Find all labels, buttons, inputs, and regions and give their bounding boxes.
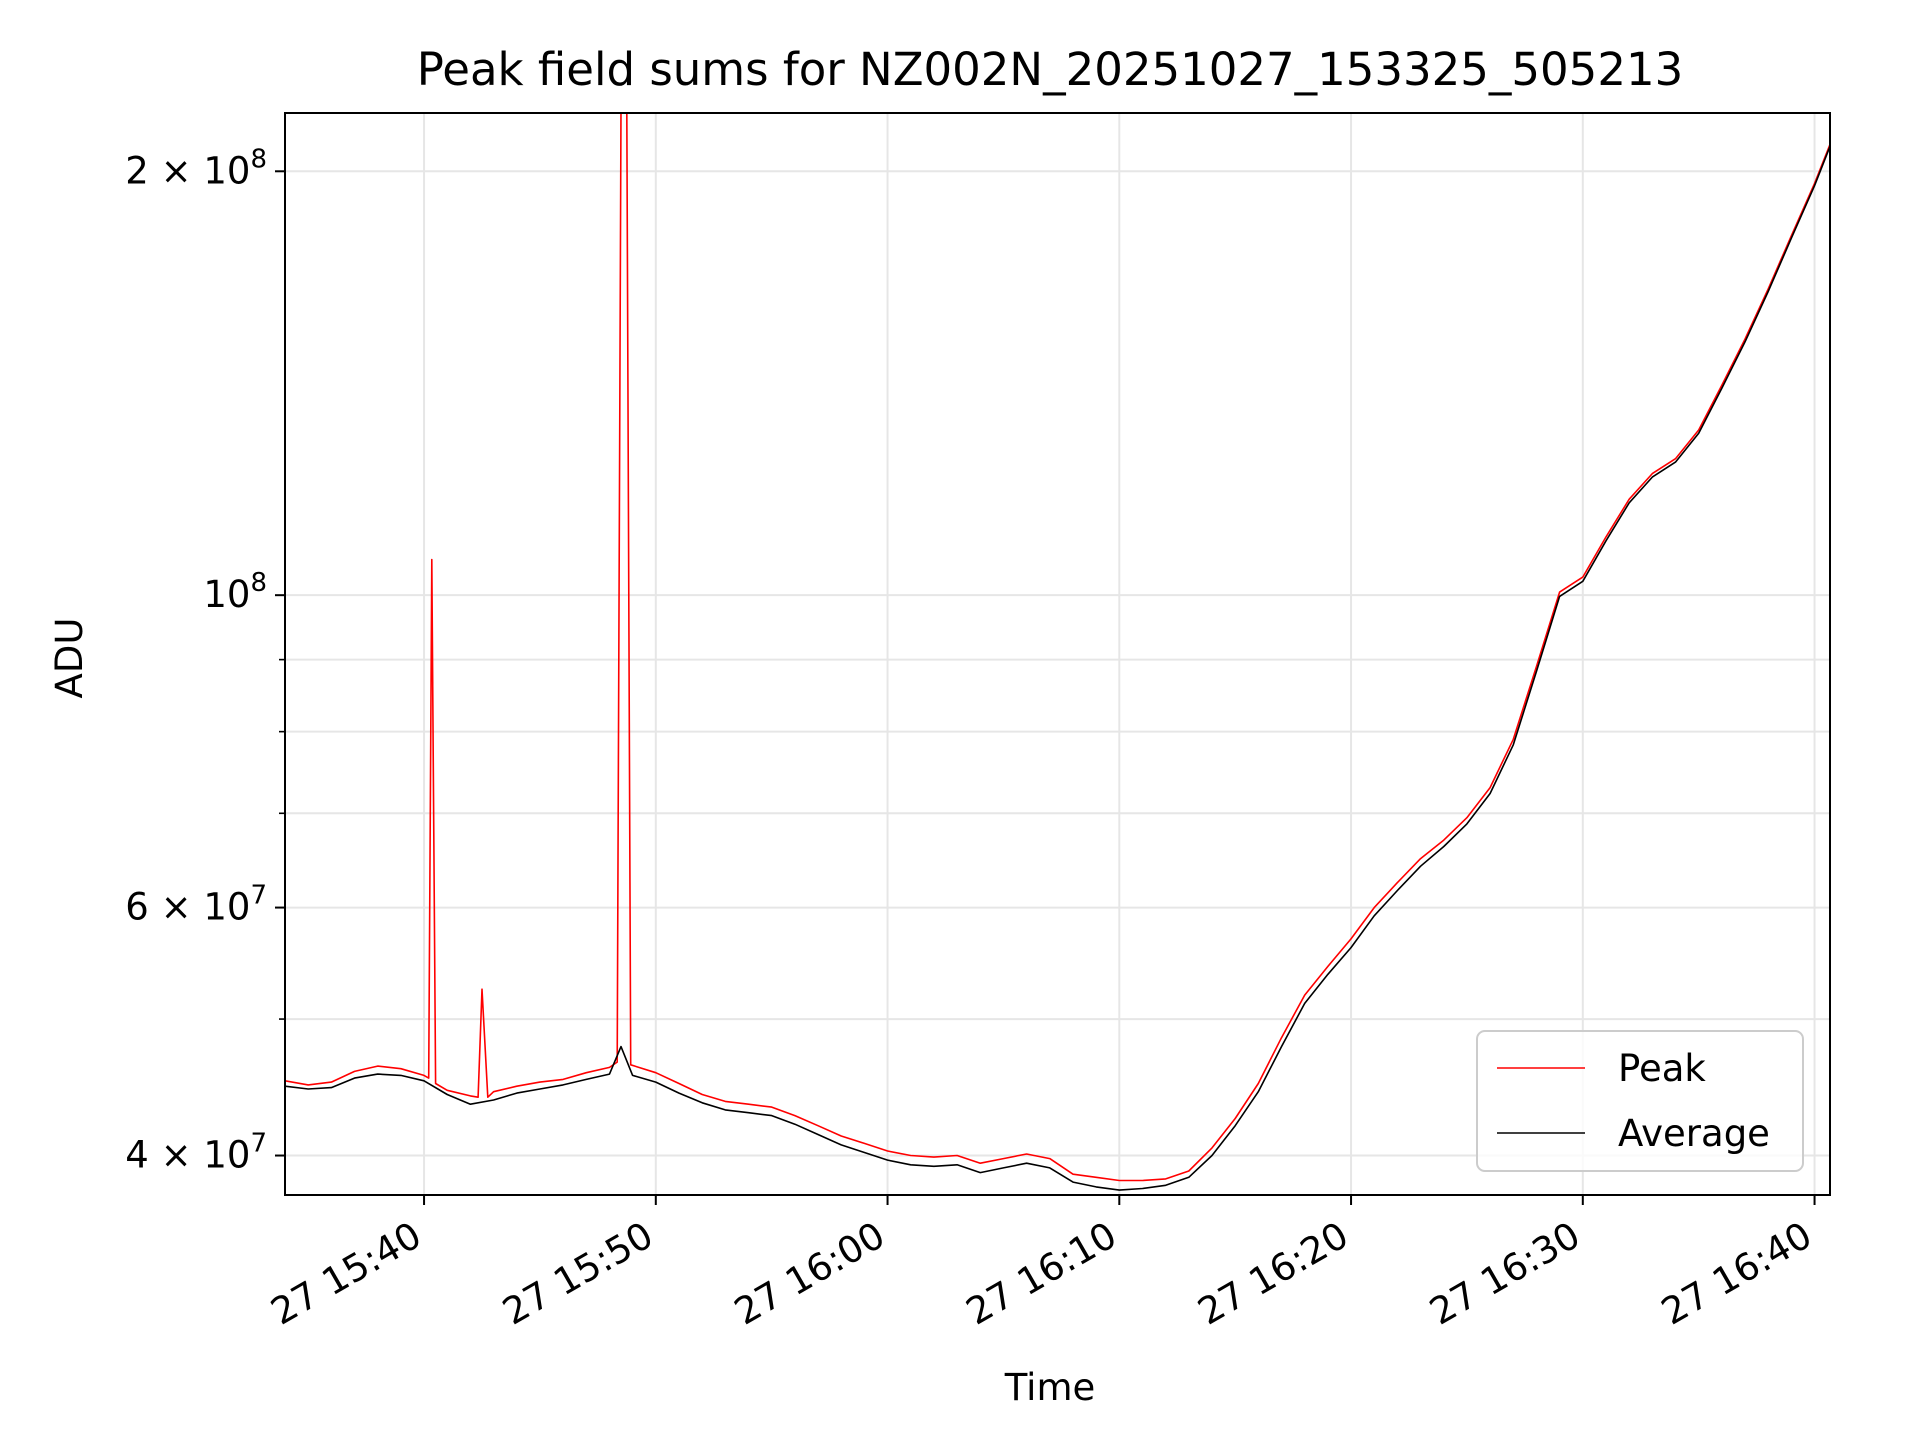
chart-title: Peak field sums for NZ002N_20251027_1533… [417, 43, 1683, 96]
y-tick-label: 4 × 107 [125, 1129, 267, 1177]
y-tick-label: 2 × 108 [125, 144, 267, 192]
series-line-average [285, 146, 1830, 1191]
x-axis-label: Time [1004, 1366, 1096, 1409]
legend: Peak Average [1476, 1030, 1804, 1172]
y-tick-label: 6 × 107 [125, 881, 267, 929]
grid [285, 113, 1830, 1195]
plot-frame [284, 112, 1831, 1196]
legend-box [1476, 1030, 1804, 1172]
series-lines [285, 113, 1830, 1191]
y-axis-label: ADU [48, 618, 91, 699]
series-line-peak [285, 113, 1830, 1182]
legend-peak-label: Peak [1618, 1047, 1706, 1090]
y-tick-label: 108 [203, 568, 267, 616]
legend-average-label: Average [1618, 1112, 1770, 1155]
